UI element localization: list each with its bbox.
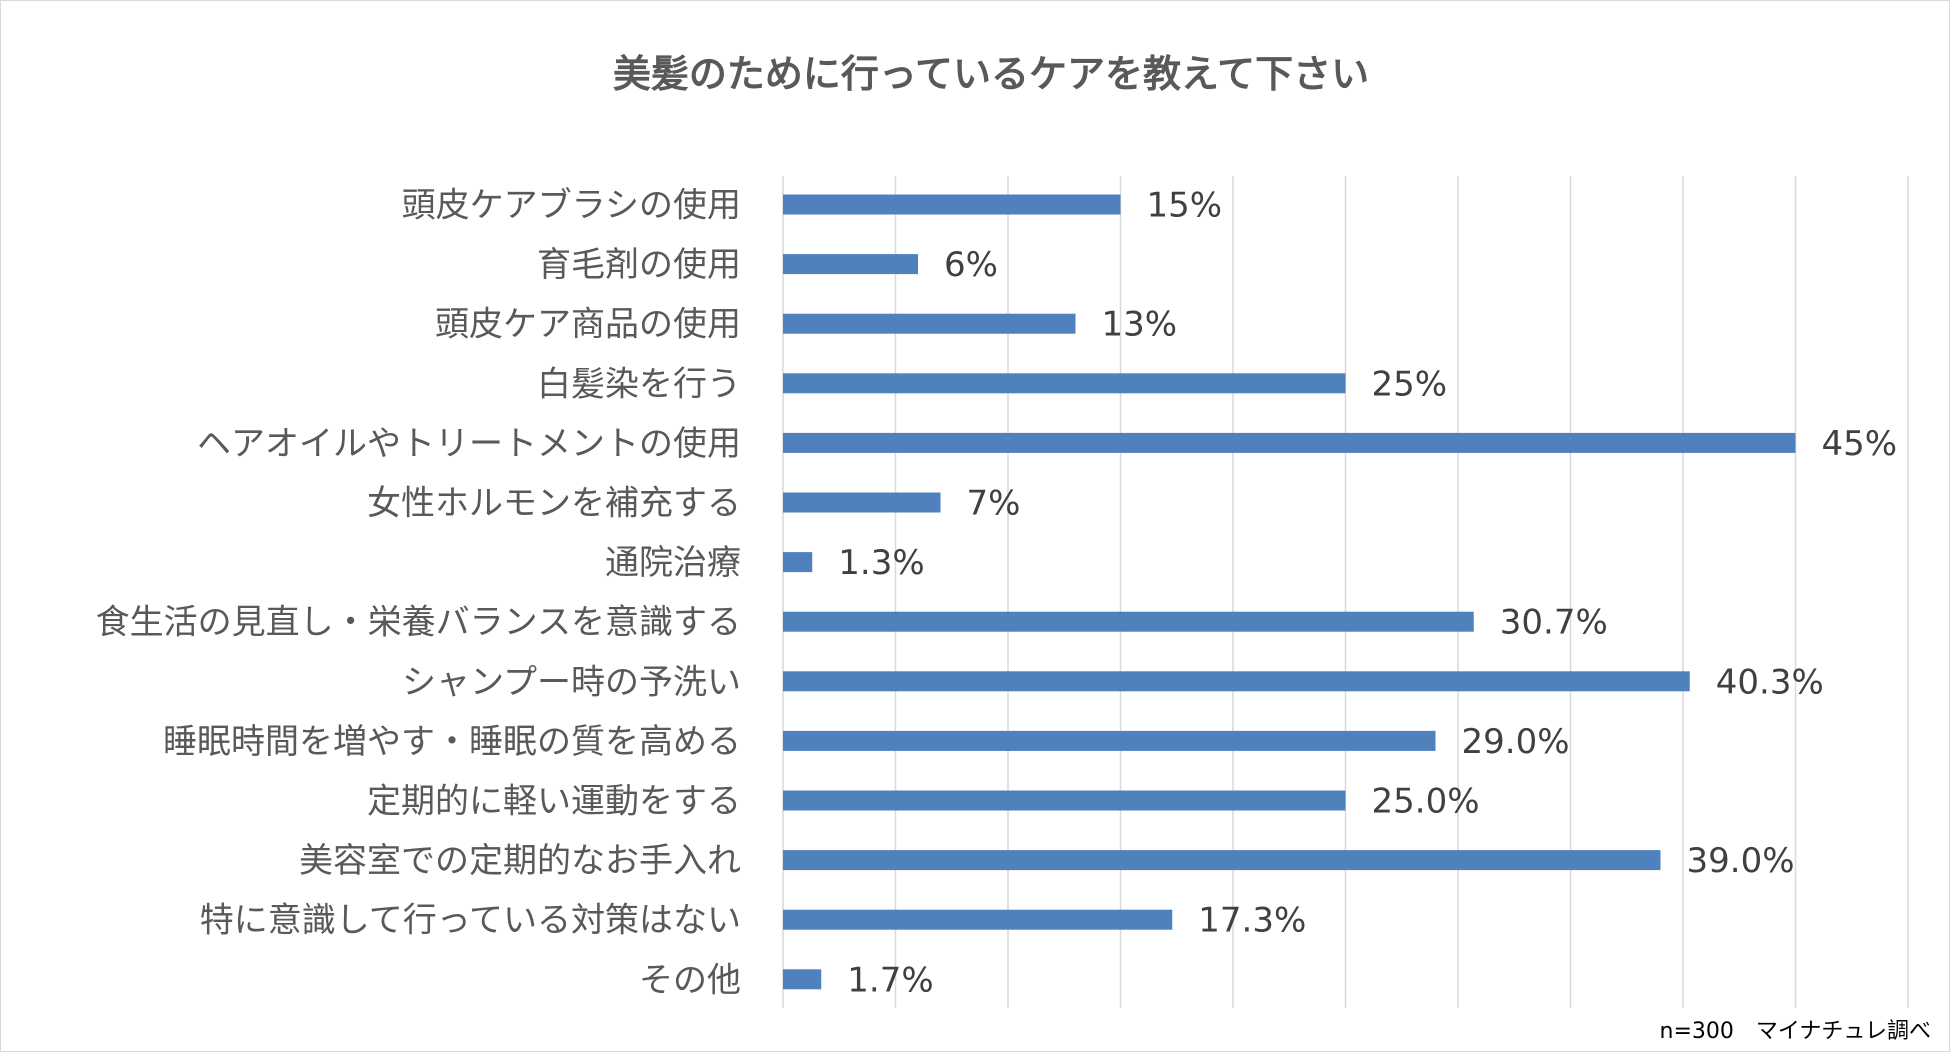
category-labels: 頭皮ケアブラシの使用育毛剤の使用頭皮ケア商品の使用白髪染を行うヘアオイルやトリー… <box>96 186 741 1001</box>
data-label: 6% <box>944 245 998 285</box>
source-note: n=300 マイナチュレ調べ <box>1660 1019 1932 1044</box>
bar <box>783 552 813 573</box>
data-label: 25% <box>1372 364 1448 404</box>
category-label: 通院治療 <box>605 543 741 583</box>
bar <box>783 611 1474 632</box>
category-label: ヘアオイルやトリートメントの使用 <box>197 424 741 464</box>
category-label: 定期的に軽い運動をする <box>367 782 741 822</box>
chart-title: 美髪のために行っているケアを教えて下さい <box>613 52 1369 96</box>
data-label: 30.7% <box>1500 603 1608 643</box>
bar <box>783 373 1346 394</box>
category-label: シャンプー時の予洗い <box>402 662 741 702</box>
data-label: 1.7% <box>847 960 933 1000</box>
bar <box>783 969 822 990</box>
category-label: 特に意識して行っている対策はない <box>200 901 741 941</box>
data-label: 40.3% <box>1716 662 1824 702</box>
data-label: 15% <box>1147 186 1223 226</box>
data-label: 1.3% <box>838 543 924 583</box>
bars <box>783 194 1796 990</box>
data-label: 17.3% <box>1198 901 1306 941</box>
category-label: 女性ホルモンを補充する <box>367 484 741 524</box>
data-label: 13% <box>1102 305 1178 345</box>
category-label: 白髪染を行う <box>537 364 741 404</box>
bar <box>783 671 1690 692</box>
bar <box>783 850 1661 871</box>
category-label: 頭皮ケア商品の使用 <box>435 305 741 345</box>
category-label: 育毛剤の使用 <box>537 245 741 285</box>
bar <box>783 254 918 275</box>
bar <box>783 492 941 513</box>
bar <box>783 790 1346 811</box>
data-label: 45% <box>1822 424 1898 464</box>
bar <box>783 313 1076 334</box>
category-label: 食生活の見直し・栄養バランスを意識する <box>96 603 741 643</box>
bar <box>783 909 1173 930</box>
data-label: 7% <box>967 484 1021 524</box>
bar <box>783 194 1121 215</box>
category-label: 頭皮ケアブラシの使用 <box>402 186 741 226</box>
bar <box>783 730 1436 751</box>
data-label: 39.0% <box>1687 841 1795 881</box>
data-labels: 15% 6% 13% 25% 45% 7% 1.3% 30.7% 40.3% 29.0% 25.0%… <box>838 186 1897 1001</box>
category-label: 美容室での定期的なお手入れ <box>299 841 741 881</box>
bar <box>783 432 1796 453</box>
data-label: 25.0% <box>1372 782 1480 822</box>
category-label: 睡眠時間を増やす・睡眠の質を高める <box>163 722 741 762</box>
category-label: その他 <box>639 960 741 1000</box>
data-label: 29.0% <box>1462 722 1570 762</box>
gridlines <box>782 176 1909 1008</box>
